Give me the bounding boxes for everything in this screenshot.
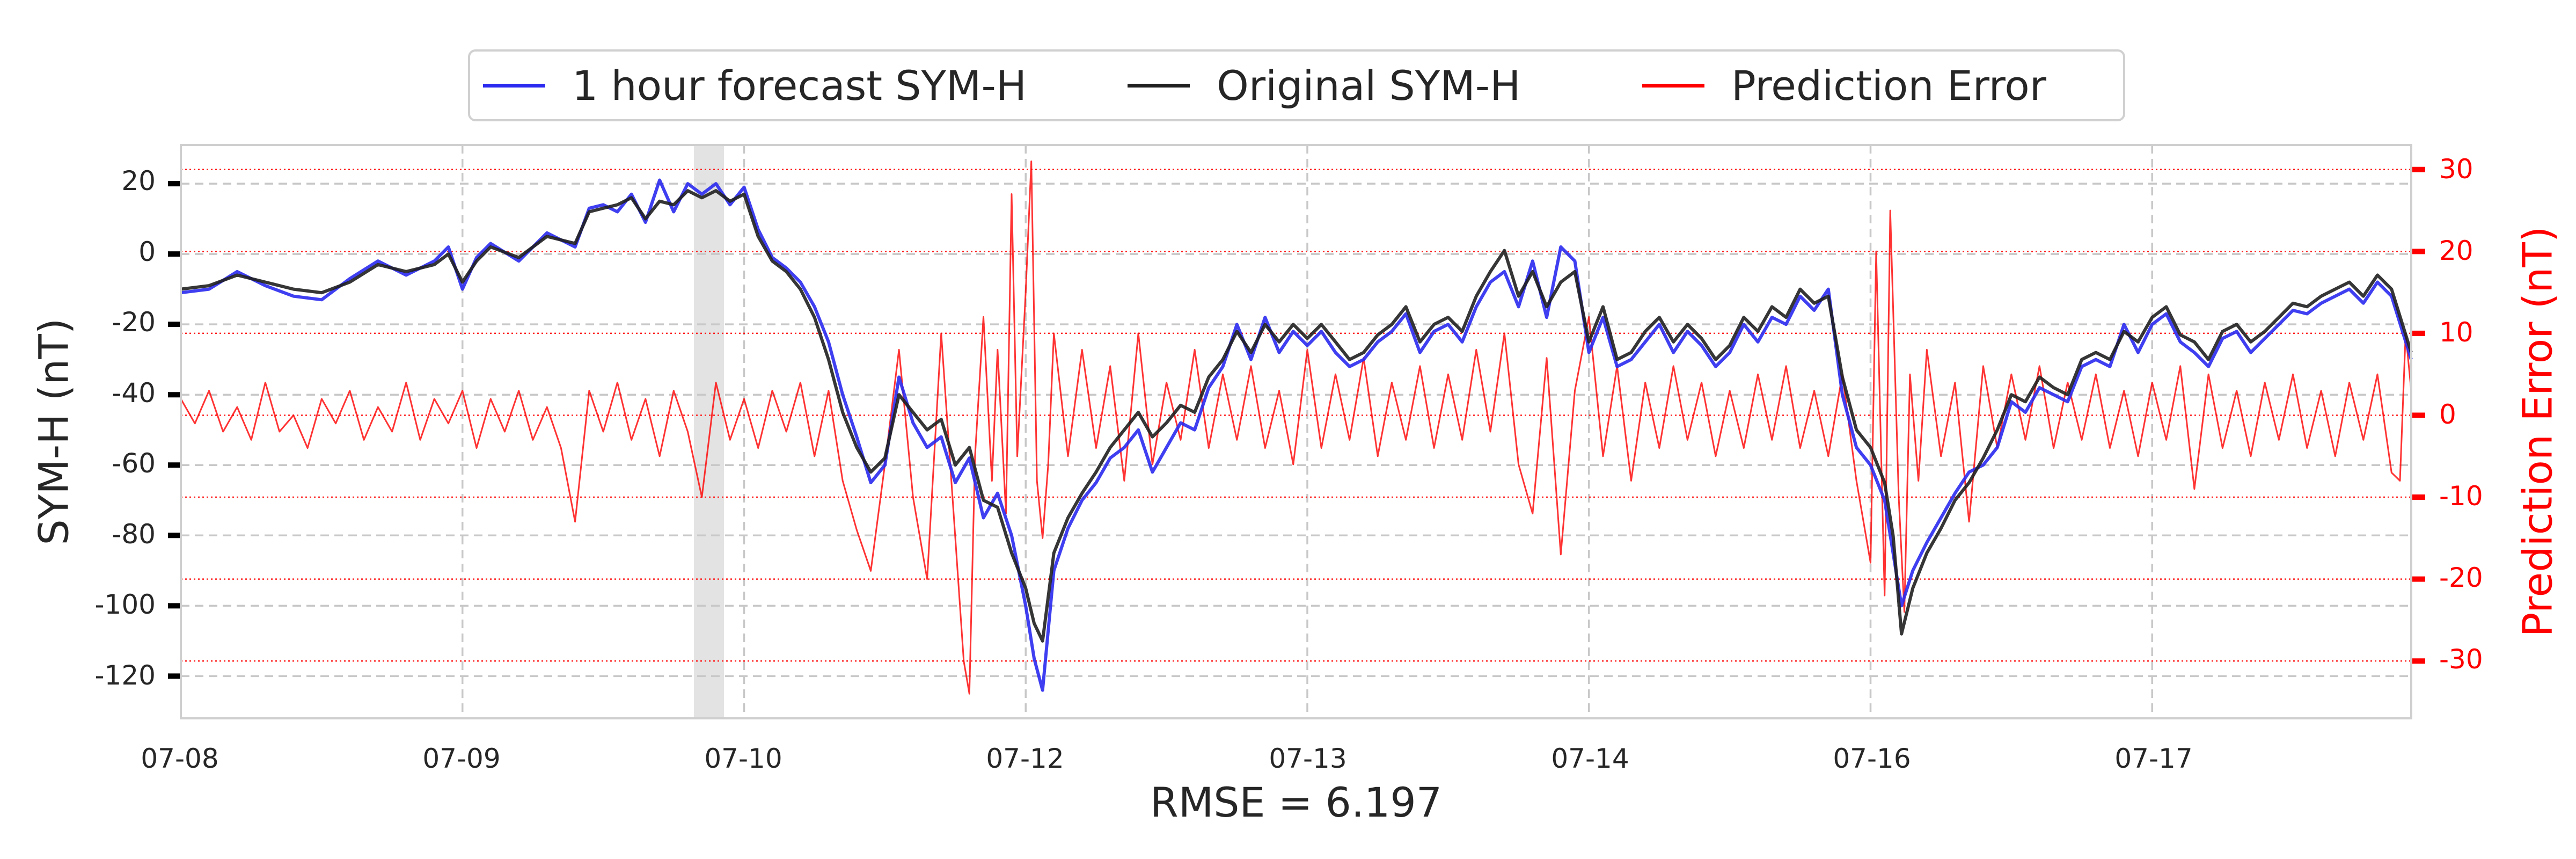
ytick-right-label: 10 xyxy=(2439,317,2473,348)
legend-swatch-forecast xyxy=(483,83,545,88)
xtick-label: 07-08 xyxy=(141,743,219,774)
ytick-right-label: 30 xyxy=(2439,154,2473,185)
ytick-right-label: -30 xyxy=(2439,644,2483,675)
series-line-forecast xyxy=(180,178,2413,692)
legend-swatch-error xyxy=(1642,83,1704,88)
xtick-label: 07-12 xyxy=(986,743,1064,774)
ytick-left-label: 0 xyxy=(138,236,156,267)
xtick-label: 07-17 xyxy=(2114,743,2193,774)
ytick-right-label: 0 xyxy=(2439,399,2456,430)
series-line-original xyxy=(180,189,2413,643)
xtick-label: 07-13 xyxy=(1269,743,1347,774)
xtick-label: 07-14 xyxy=(1551,743,1629,774)
legend: 1 hour forecast SYM-H Original SYM-H Pre… xyxy=(468,49,2125,121)
legend-label-original: Original SYM-H xyxy=(1217,61,1521,110)
legend-item-error: Prediction Error xyxy=(1642,52,2046,119)
ytick-right-label: -20 xyxy=(2439,562,2483,593)
legend-item-forecast: 1 hour forecast SYM-H xyxy=(483,52,1027,119)
ytick-right-label: -10 xyxy=(2439,481,2483,512)
xtick-label: 07-09 xyxy=(422,743,501,774)
legend-item-original: Original SYM-H xyxy=(1128,52,1520,119)
legend-label-forecast: 1 hour forecast SYM-H xyxy=(572,61,1027,110)
ytick-left-label: -20 xyxy=(112,307,156,338)
legend-swatch-original xyxy=(1128,83,1190,88)
ytick-left-label: -60 xyxy=(112,448,156,479)
ytick-right-label: 20 xyxy=(2439,235,2473,266)
y-axis-label-right: Prediction Error (nT) xyxy=(2513,226,2562,637)
ytick-left-label: -40 xyxy=(112,377,156,409)
xtick-label: 07-16 xyxy=(1833,743,1911,774)
xtick-label: 07-10 xyxy=(704,743,782,774)
ytick-left-label: -100 xyxy=(94,589,156,620)
ytick-left-label: -80 xyxy=(112,519,156,550)
y-axis-label-left: SYM-H (nT) xyxy=(30,318,78,545)
x-axis-label-rmse: RMSE = 6.197 xyxy=(1150,778,1443,826)
ytick-left-label: -120 xyxy=(94,660,156,691)
shaded-region xyxy=(694,144,724,719)
legend-label-error: Prediction Error xyxy=(1731,61,2046,110)
series-line-error xyxy=(180,161,2412,695)
ytick-left-label: 20 xyxy=(121,165,156,196)
